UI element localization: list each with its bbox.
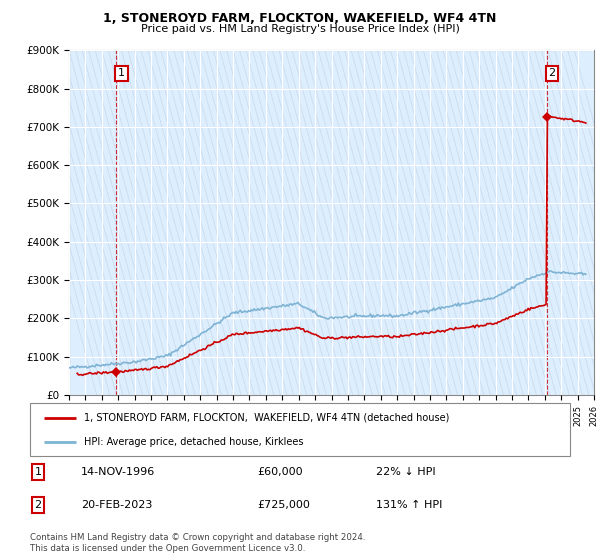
Text: £60,000: £60,000 — [257, 467, 302, 477]
Text: 2: 2 — [35, 500, 41, 510]
Text: HPI: Average price, detached house, Kirklees: HPI: Average price, detached house, Kirk… — [84, 437, 304, 447]
Text: 1, STONEROYD FARM, FLOCKTON,  WAKEFIELD, WF4 4TN (detached house): 1, STONEROYD FARM, FLOCKTON, WAKEFIELD, … — [84, 413, 449, 423]
Text: 131% ↑ HPI: 131% ↑ HPI — [376, 500, 442, 510]
Text: Contains HM Land Registry data © Crown copyright and database right 2024.
This d: Contains HM Land Registry data © Crown c… — [30, 533, 365, 553]
Text: 22% ↓ HPI: 22% ↓ HPI — [376, 467, 435, 477]
Text: 1, STONEROYD FARM, FLOCKTON, WAKEFIELD, WF4 4TN: 1, STONEROYD FARM, FLOCKTON, WAKEFIELD, … — [103, 12, 497, 25]
Text: Price paid vs. HM Land Registry's House Price Index (HPI): Price paid vs. HM Land Registry's House … — [140, 24, 460, 34]
Text: 1: 1 — [118, 68, 125, 78]
Text: £725,000: £725,000 — [257, 500, 310, 510]
Text: 20-FEB-2023: 20-FEB-2023 — [82, 500, 152, 510]
Text: 1: 1 — [35, 467, 41, 477]
Text: 2: 2 — [548, 68, 556, 78]
Text: 14-NOV-1996: 14-NOV-1996 — [82, 467, 155, 477]
